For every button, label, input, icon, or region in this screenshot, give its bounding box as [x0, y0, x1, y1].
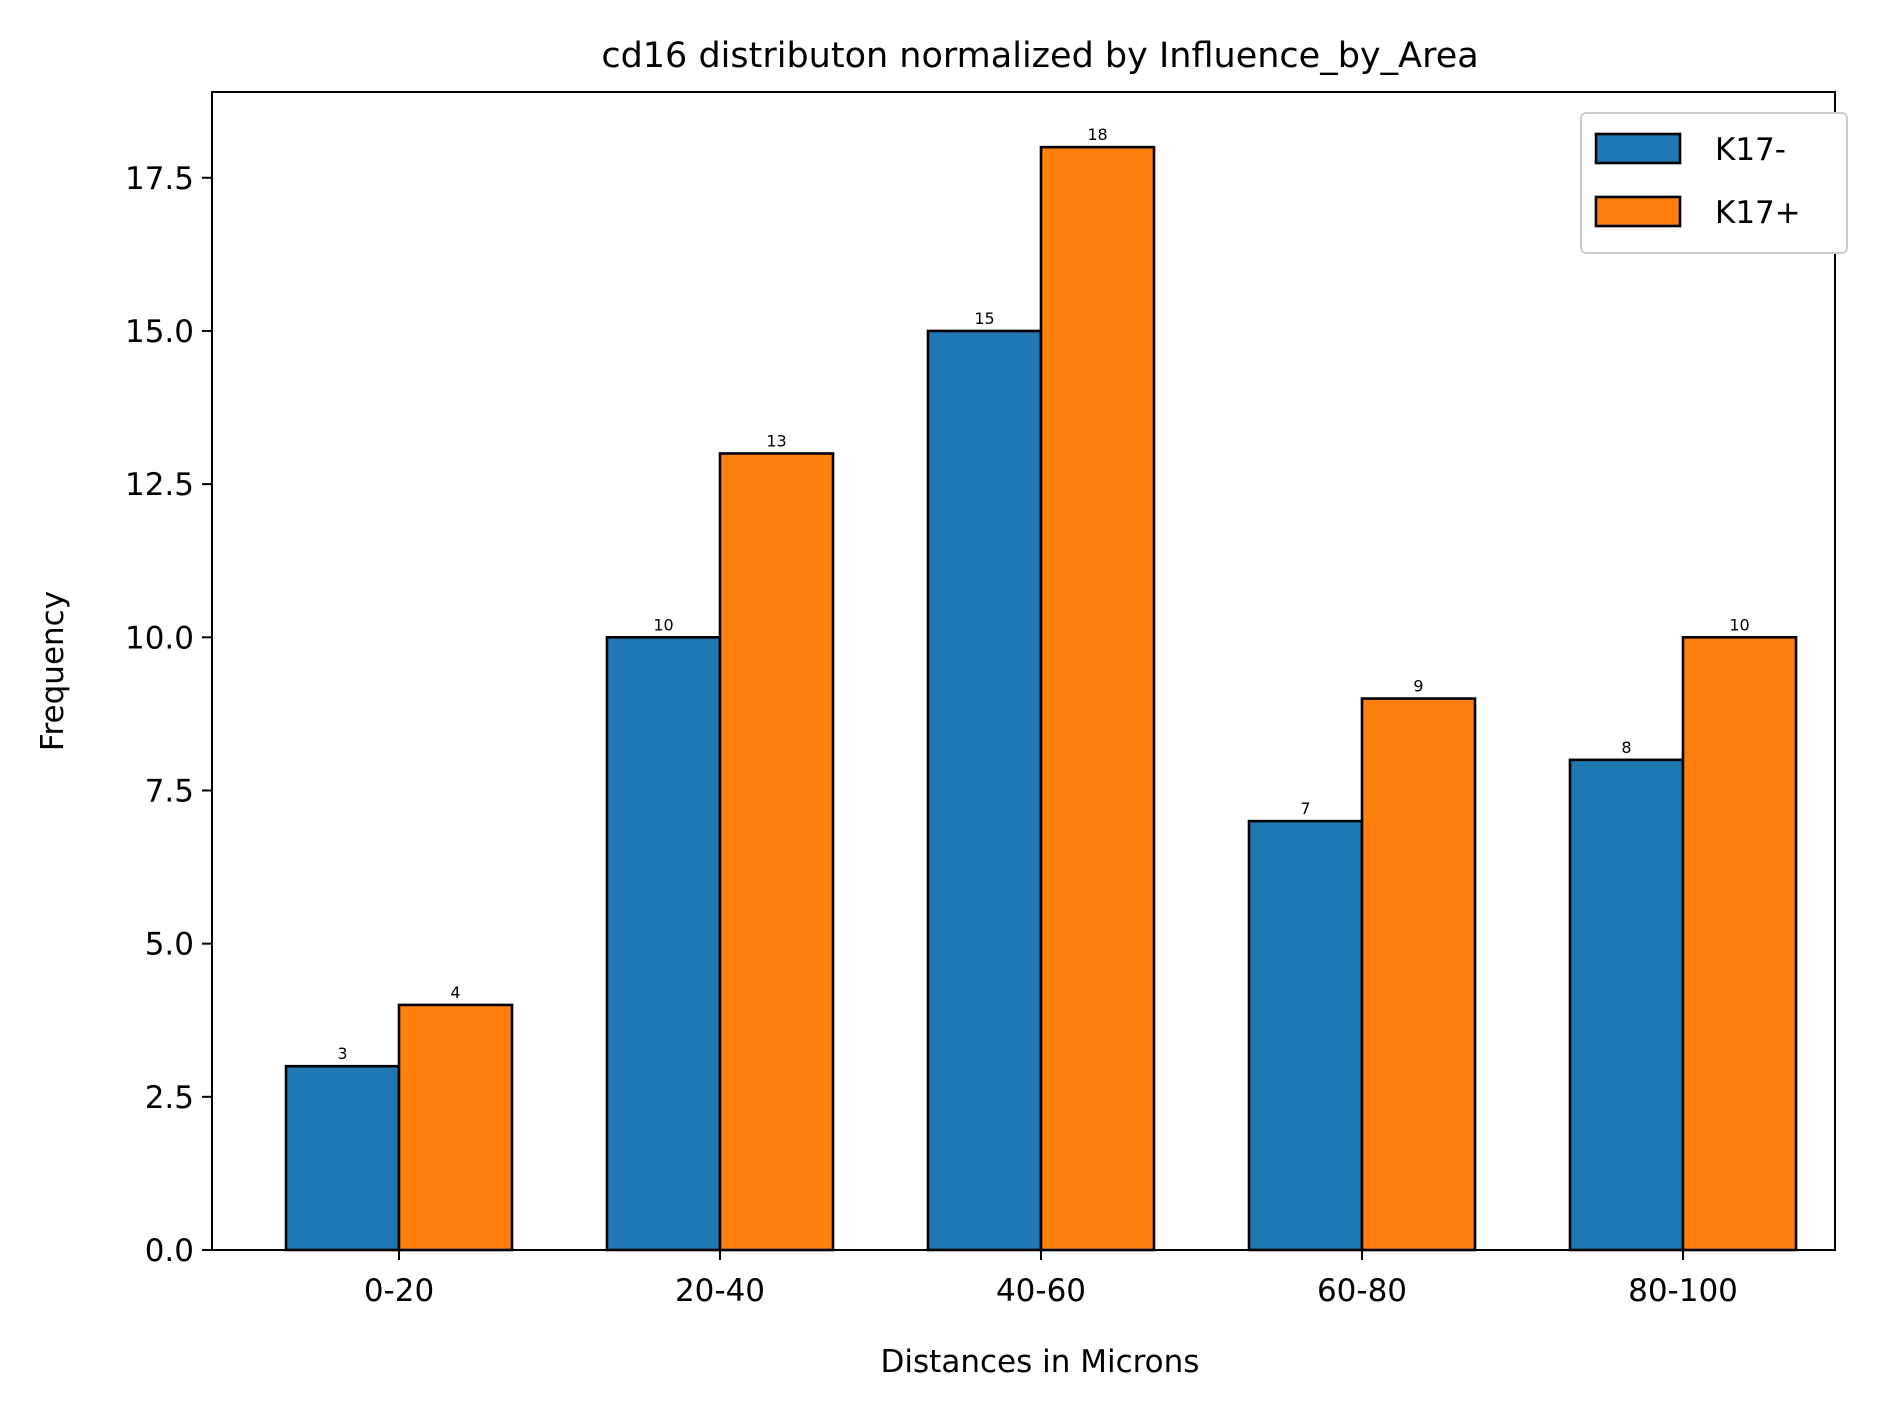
y-tick-label: 10.0	[125, 620, 194, 656]
data-label-0-60-80: 7	[1300, 799, 1310, 818]
y-tick-label: 0.0	[145, 1233, 194, 1269]
data-label-0-40-60: 15	[974, 309, 994, 328]
x-tick-label: 60-80	[1317, 1273, 1407, 1309]
x-tick-label: 80-100	[1628, 1273, 1738, 1309]
plot-area: 3 4 10 13 15 18 7 9 8 10	[211, 91, 1836, 1252]
data-label-1-20-40: 13	[766, 431, 786, 450]
bar-k17-neg-80-100	[1568, 758, 1685, 1252]
bar-k17-negpos-40-60	[1039, 145, 1156, 1252]
bar-k17-neg-0-20	[284, 1064, 401, 1252]
data-label-1-40-60: 18	[1087, 125, 1107, 144]
bars-group	[284, 145, 1798, 1252]
y-tick-label: 15.0	[125, 314, 194, 350]
plot-frame	[211, 91, 1836, 1251]
y-tick-label: 17.5	[125, 161, 194, 197]
data-labels-group: 3 4 10 13 15 18 7 9 8 10	[337, 125, 1749, 1063]
legend-swatch-k17-pos	[1594, 195, 1682, 228]
x-tick-label: 20-40	[675, 1273, 765, 1309]
data-label-1-0-20: 4	[450, 983, 460, 1002]
bar-k17-negpos-80-100	[1681, 636, 1798, 1252]
y-tick-label: 12.5	[125, 467, 194, 503]
x-axis-label: Distances in Microns	[881, 1344, 1200, 1380]
bar-k17-neg-60-80	[1247, 819, 1364, 1252]
y-axis: 0.0 2.5 5.0 7.5 10.0 12.5 15.0 17.5	[125, 161, 212, 1269]
legend-label-k17-neg: K17-	[1715, 132, 1786, 168]
bar-k17-negpos-60-80	[1360, 697, 1477, 1252]
x-tick-label: 40-60	[996, 1273, 1086, 1309]
bar-k17-neg-40-60	[926, 329, 1043, 1252]
x-tick-label: 0-20	[364, 1273, 434, 1309]
legend-swatch-k17-neg	[1594, 132, 1682, 165]
x-axis: 0-20 20-40 40-60 60-80 80-100	[364, 1250, 1738, 1309]
legend-label-k17-pos: K17+	[1715, 195, 1801, 231]
legend: K17- K17+	[1580, 112, 1848, 254]
data-label-1-60-80: 9	[1413, 677, 1423, 696]
data-label-1-80-100: 10	[1729, 615, 1749, 634]
y-tick-label: 7.5	[145, 773, 194, 809]
data-label-0-80-100: 8	[1621, 738, 1631, 757]
y-tick-label: 2.5	[145, 1080, 194, 1116]
bar-k17-negpos-0-20	[397, 1003, 514, 1252]
y-axis-label: Frequency	[35, 591, 71, 751]
data-label-0-20-40: 10	[653, 615, 673, 634]
data-label-0-0-20: 3	[337, 1044, 347, 1063]
bar-k17-negpos-20-40	[718, 452, 835, 1252]
bar-k17-neg-20-40	[605, 636, 722, 1252]
chart-title: cd16 distributon normalized by Influence…	[601, 36, 1478, 76]
y-tick-label: 5.0	[145, 927, 194, 963]
